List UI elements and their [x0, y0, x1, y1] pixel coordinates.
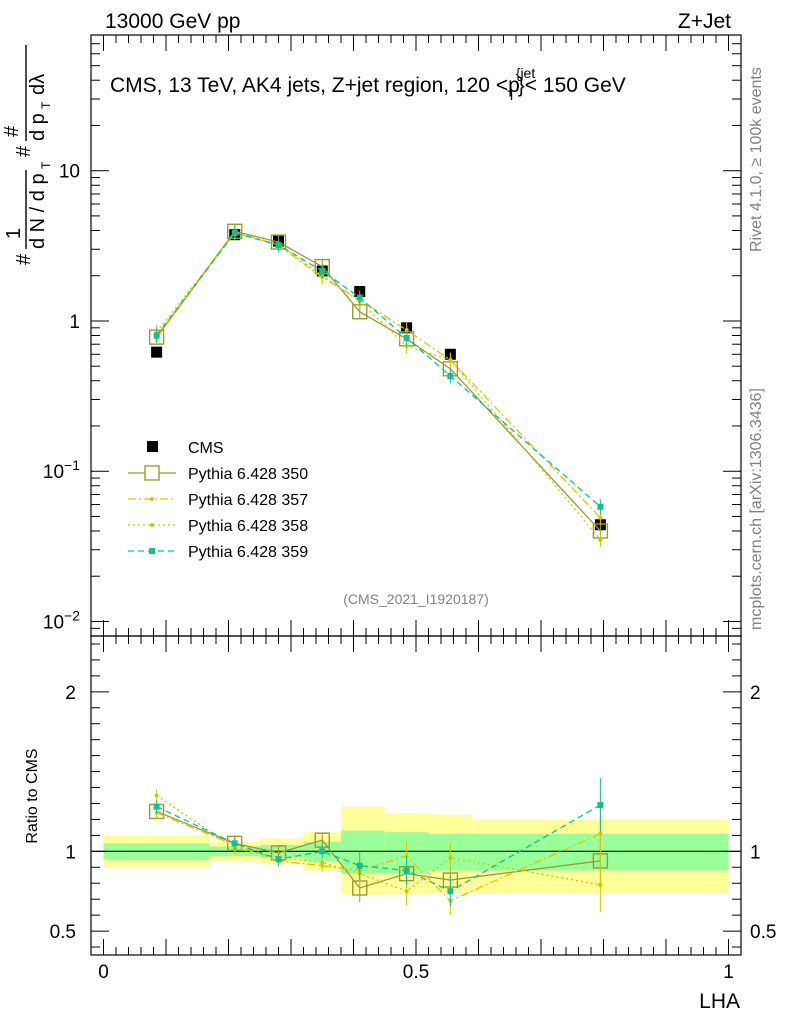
- y-tick-label: 10: [59, 162, 80, 183]
- ratio-axis-ticks: 0.5 0.5 1 1 2 2 0 0.5 1: [50, 636, 776, 983]
- legend: CMS Pythia 6.428 350 Pythia 6.428 357 Pythi…: [128, 440, 308, 561]
- label-glyph: 1: [3, 228, 25, 239]
- ratio-y-tick-label: 2: [65, 683, 76, 704]
- series-marker: [231, 229, 238, 236]
- header-right-label: Z+Jet: [678, 10, 731, 33]
- series-line: [156, 232, 601, 508]
- main-axis-ticks: 10−2 10−1 1 10: [43, 34, 741, 637]
- legend-item: CMS: [147, 440, 224, 457]
- series-line: [156, 230, 601, 532]
- ratio-series-pythia-6-428-359: [153, 777, 604, 906]
- ratio-marker: [448, 855, 453, 860]
- label-glyph: d p: [27, 113, 49, 141]
- y-tick-label: 10−2: [43, 607, 80, 633]
- series-marker: [153, 332, 160, 339]
- label-glyph: d N / d p: [27, 173, 49, 249]
- legend-label: Pythia 6.428 359: [188, 544, 308, 561]
- series-marker: [404, 328, 409, 333]
- label-glyph: N: [0, 95, 5, 109]
- label-glyph: T: [39, 161, 53, 169]
- y-tick-label: 1: [69, 312, 80, 333]
- legend-marker: [150, 497, 154, 501]
- series-cms: [151, 229, 606, 531]
- legend-label: Pythia 6.428 358: [188, 518, 308, 535]
- main-panel: 10−2 10−1 1 10 CMS, 13 TeV, AK4 jets, Z+jet…: [0, 34, 741, 637]
- label-glyph: T: [39, 101, 53, 109]
- ratio-marker: [320, 860, 325, 865]
- ratio-marker: [447, 888, 454, 895]
- ratio-marker: [319, 848, 326, 855]
- ratio-marker: [275, 856, 282, 863]
- series-marker: [319, 267, 326, 274]
- ratio-y-tick-label: 0.5: [50, 922, 76, 943]
- ratio-line: [156, 804, 601, 892]
- label-glyph: dλ: [27, 74, 49, 95]
- y-tick-label: 10−1: [43, 457, 80, 483]
- ratio-marker: [154, 793, 159, 798]
- x-tick-label: 0.5: [403, 962, 429, 983]
- ratio-series-layer: [148, 777, 609, 916]
- side-label-mcplots: mcplots.cern.ch [arXiv:1306.3436]: [748, 388, 765, 630]
- ratio-marker: [597, 802, 604, 809]
- series-pythia-6-428-359: [153, 225, 604, 515]
- legend-marker: [150, 523, 154, 527]
- label-glyph: d: [0, 122, 5, 133]
- legend-label: Pythia 6.428 357: [188, 492, 308, 509]
- legend-label: Pythia 6.428 350: [188, 466, 308, 483]
- series-marker: [597, 503, 604, 510]
- ratio-y-tick-label: 1: [65, 842, 76, 863]
- series-marker: [448, 357, 453, 362]
- series-marker: [598, 515, 603, 520]
- legend-label: CMS: [188, 440, 224, 457]
- ratio-marker: [598, 882, 603, 887]
- series-marker: [356, 294, 363, 301]
- x-tick-label: 0: [98, 962, 109, 983]
- main-series-layer: [148, 223, 609, 548]
- watermark: (CMS_2021_I1920187): [343, 591, 489, 607]
- ratio-panel: 0.5 0.5 1 1 2 2 0 0.5 1 Ratio to CMS LHA: [24, 636, 776, 1013]
- x-tick-label: 1: [723, 962, 734, 983]
- x-axis-label: LHA: [699, 990, 740, 1013]
- legend-item: Pythia 6.428 359: [128, 544, 308, 561]
- ratio-marker: [403, 867, 410, 874]
- series-line: [156, 231, 601, 519]
- series-marker: [403, 334, 410, 341]
- series-marker: [275, 242, 282, 249]
- ratio-y-tick-label-right: 1: [750, 842, 761, 863]
- ratio-marker: [231, 840, 238, 847]
- side-label-rivet: Rivet 4.1.0, ≥ 100k events: [748, 67, 765, 252]
- ratio-marker: [404, 889, 409, 894]
- legend-item: Pythia 6.428 357: [128, 492, 308, 509]
- ratio-marker: [153, 803, 160, 810]
- ratio-y-tick-label-right: 0.5: [750, 922, 776, 943]
- ratio-marker: [356, 862, 363, 869]
- ratio-uncertainty-bands: [91, 806, 741, 895]
- legend-marker: [149, 548, 155, 554]
- label-glyph: #: [13, 253, 35, 265]
- ratio-line: [156, 812, 601, 902]
- legend-item: Pythia 6.428 358: [128, 518, 308, 535]
- legend-item: Pythia 6.428 350: [128, 465, 308, 483]
- ratio-line: [156, 794, 601, 892]
- ratio-y-axis-label: Ratio to CMS: [24, 748, 41, 843]
- legend-marker: [144, 465, 160, 481]
- ratio-y-tick-label-right: 2: [750, 683, 761, 704]
- legend-marker: [147, 441, 158, 452]
- series-marker: [598, 537, 603, 542]
- ratio-frame: [90, 635, 742, 956]
- main-title: CMS, 13 TeV, AK4 jets, Z+jet region, 120…: [110, 65, 626, 103]
- header-left-label: 13000 GeV pp: [105, 10, 240, 33]
- label-glyph: #: [1, 125, 23, 137]
- series-marker: [447, 373, 454, 380]
- series-marker: [404, 344, 409, 349]
- ratio-marker: [598, 831, 603, 836]
- label-glyph: #: [13, 145, 35, 157]
- cms-data-point: [151, 346, 163, 358]
